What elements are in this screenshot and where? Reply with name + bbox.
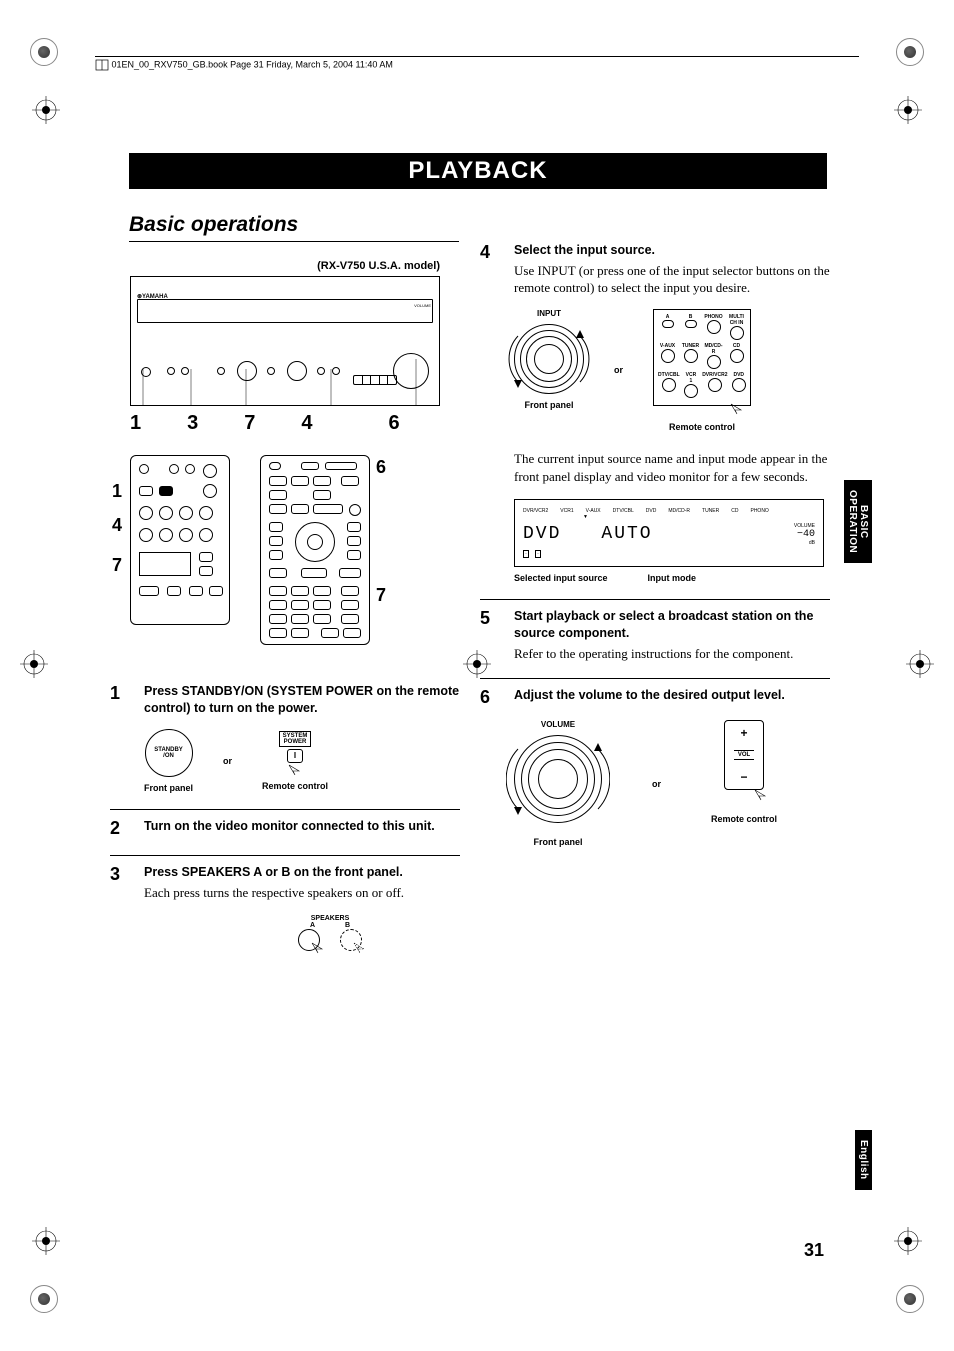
step-number: 2 [110,818,130,839]
callout-num: 7 [244,412,255,435]
step-body: Refer to the operating instructions for … [514,645,830,663]
step-number: 4 [480,242,500,297]
step-3: 3 Press SPEAKERS A or B on the front pan… [110,855,460,901]
book-icon [95,59,109,71]
caption: Front panel [525,400,574,410]
crosshair-icon [906,650,934,678]
pointer-icon [287,763,303,775]
step-number: 5 [480,608,500,662]
side-tab-english: English [855,1130,872,1190]
pointer-icon [729,402,745,416]
step-heading: Turn on the video monitor connected to t… [144,818,460,835]
step-number: 3 [110,864,130,901]
remote-volume-buttons: + VOL − [724,720,764,790]
pointer-icon [352,941,368,955]
model-label: (RX-V750 U.S.A. model) [110,260,440,272]
step-heading: Adjust the volume to the desired output … [514,687,830,704]
step-6: 6 Adjust the volume to the desired outpu… [480,678,830,708]
remote-diagram-a [130,455,230,625]
reg-mark [896,1285,924,1313]
step-5: 5 Start playback or select a broadcast s… [480,599,830,662]
lcd-mode: AUTO [601,524,652,544]
volume-label: VOLUME [541,720,575,729]
step-number: 6 [480,687,500,708]
page-meta-text: 01EN_00_RXV750_GB.book Page 31 Friday, M… [112,59,393,69]
step-heading: Press SPEAKERS A or B on the front panel… [144,864,460,881]
crosshair-icon [32,1227,60,1255]
reg-mark [30,38,58,66]
reg-mark [30,1285,58,1313]
crosshair-icon [894,1227,922,1255]
page-title: PLAYBACK [129,153,827,189]
callout-num: 7 [376,585,386,606]
system-power-label: SYSTEM POWER [279,731,312,747]
remote-input-buttons: A B PHONO MULTI CH IN V-AUX TUNER MD/CD-… [653,309,751,406]
remote-diagram-b [260,455,370,645]
crosshair-icon [32,96,60,124]
step-4: 4 Select the input source. Use INPUT (or… [480,234,830,297]
or-label: or [223,756,232,766]
front-display-diagram: DVR/VCR2 VCR1 V-AUX DTV/CBL DVD MD/CD-R … [514,499,824,567]
callout-num: 3 [187,412,198,435]
step-heading: Press STANDBY/ON (SYSTEM POWER on the re… [144,683,460,717]
crosshair-icon [20,650,48,678]
or-label: or [652,779,661,789]
callout-num: 7 [112,555,122,576]
lcd-source: DVD [523,524,561,544]
speakers-figure: SPEAKERS AB [200,915,460,951]
callout-num: 6 [389,412,400,435]
step-2: 2 Turn on the video monitor connected to… [110,809,460,839]
caption: Front panel [144,783,193,793]
callout-row: 1 3 7 4 6 [130,412,460,435]
standby-button-icon: STANDBY /ON [145,729,193,777]
step-1-figure: STANDBY /ON Front panel or SYSTEM POWER … [144,729,460,793]
receiver-front-panel-diagram: ⊛YAMAHA VOLUME [130,276,440,406]
reg-mark [896,38,924,66]
callout-num: 1 [130,412,141,435]
callout-num: 6 [376,457,386,478]
callout-num: 4 [301,412,312,435]
step-heading: Select the input source. [514,242,830,259]
caption: Remote control [711,814,777,824]
caption: Remote control [262,781,328,791]
step-body: Each press turns the respective speakers… [144,884,460,902]
callout-num: 1 [112,481,122,502]
or-label: or [614,365,623,375]
step-number: 1 [110,683,130,717]
step-6-figure: VOLUME Front panel or + VOL − Remote con… [514,720,830,847]
page-number: 31 [804,1240,824,1261]
step-4-figure: INPUT Front panel or A B PHONO MULTI CH … [514,309,830,432]
crosshair-icon [894,96,922,124]
step-4-note: The current input source name and input … [514,450,830,485]
step-1: 1 Press STANDBY/ON (SYSTEM POWER on the … [110,675,460,717]
volume-knob-icon [514,735,602,823]
display-captions: Selected input source Input mode [514,573,830,583]
input-knob-icon [514,324,584,394]
pointer-icon [753,788,769,802]
pointer-icon [310,941,326,955]
caption: Remote control [669,422,735,432]
side-tab-basic-operation: BASIC OPERATION [844,480,872,563]
step-body: Use INPUT (or press one of the input sel… [514,262,830,297]
step-heading: Start playback or select a broadcast sta… [514,608,830,642]
callout-num: 4 [112,515,122,536]
input-label: INPUT [537,309,561,318]
section-heading: Basic operations [129,213,459,242]
caption: Front panel [534,837,583,847]
page-meta-header: 01EN_00_RXV750_GB.book Page 31 Friday, M… [95,56,859,71]
